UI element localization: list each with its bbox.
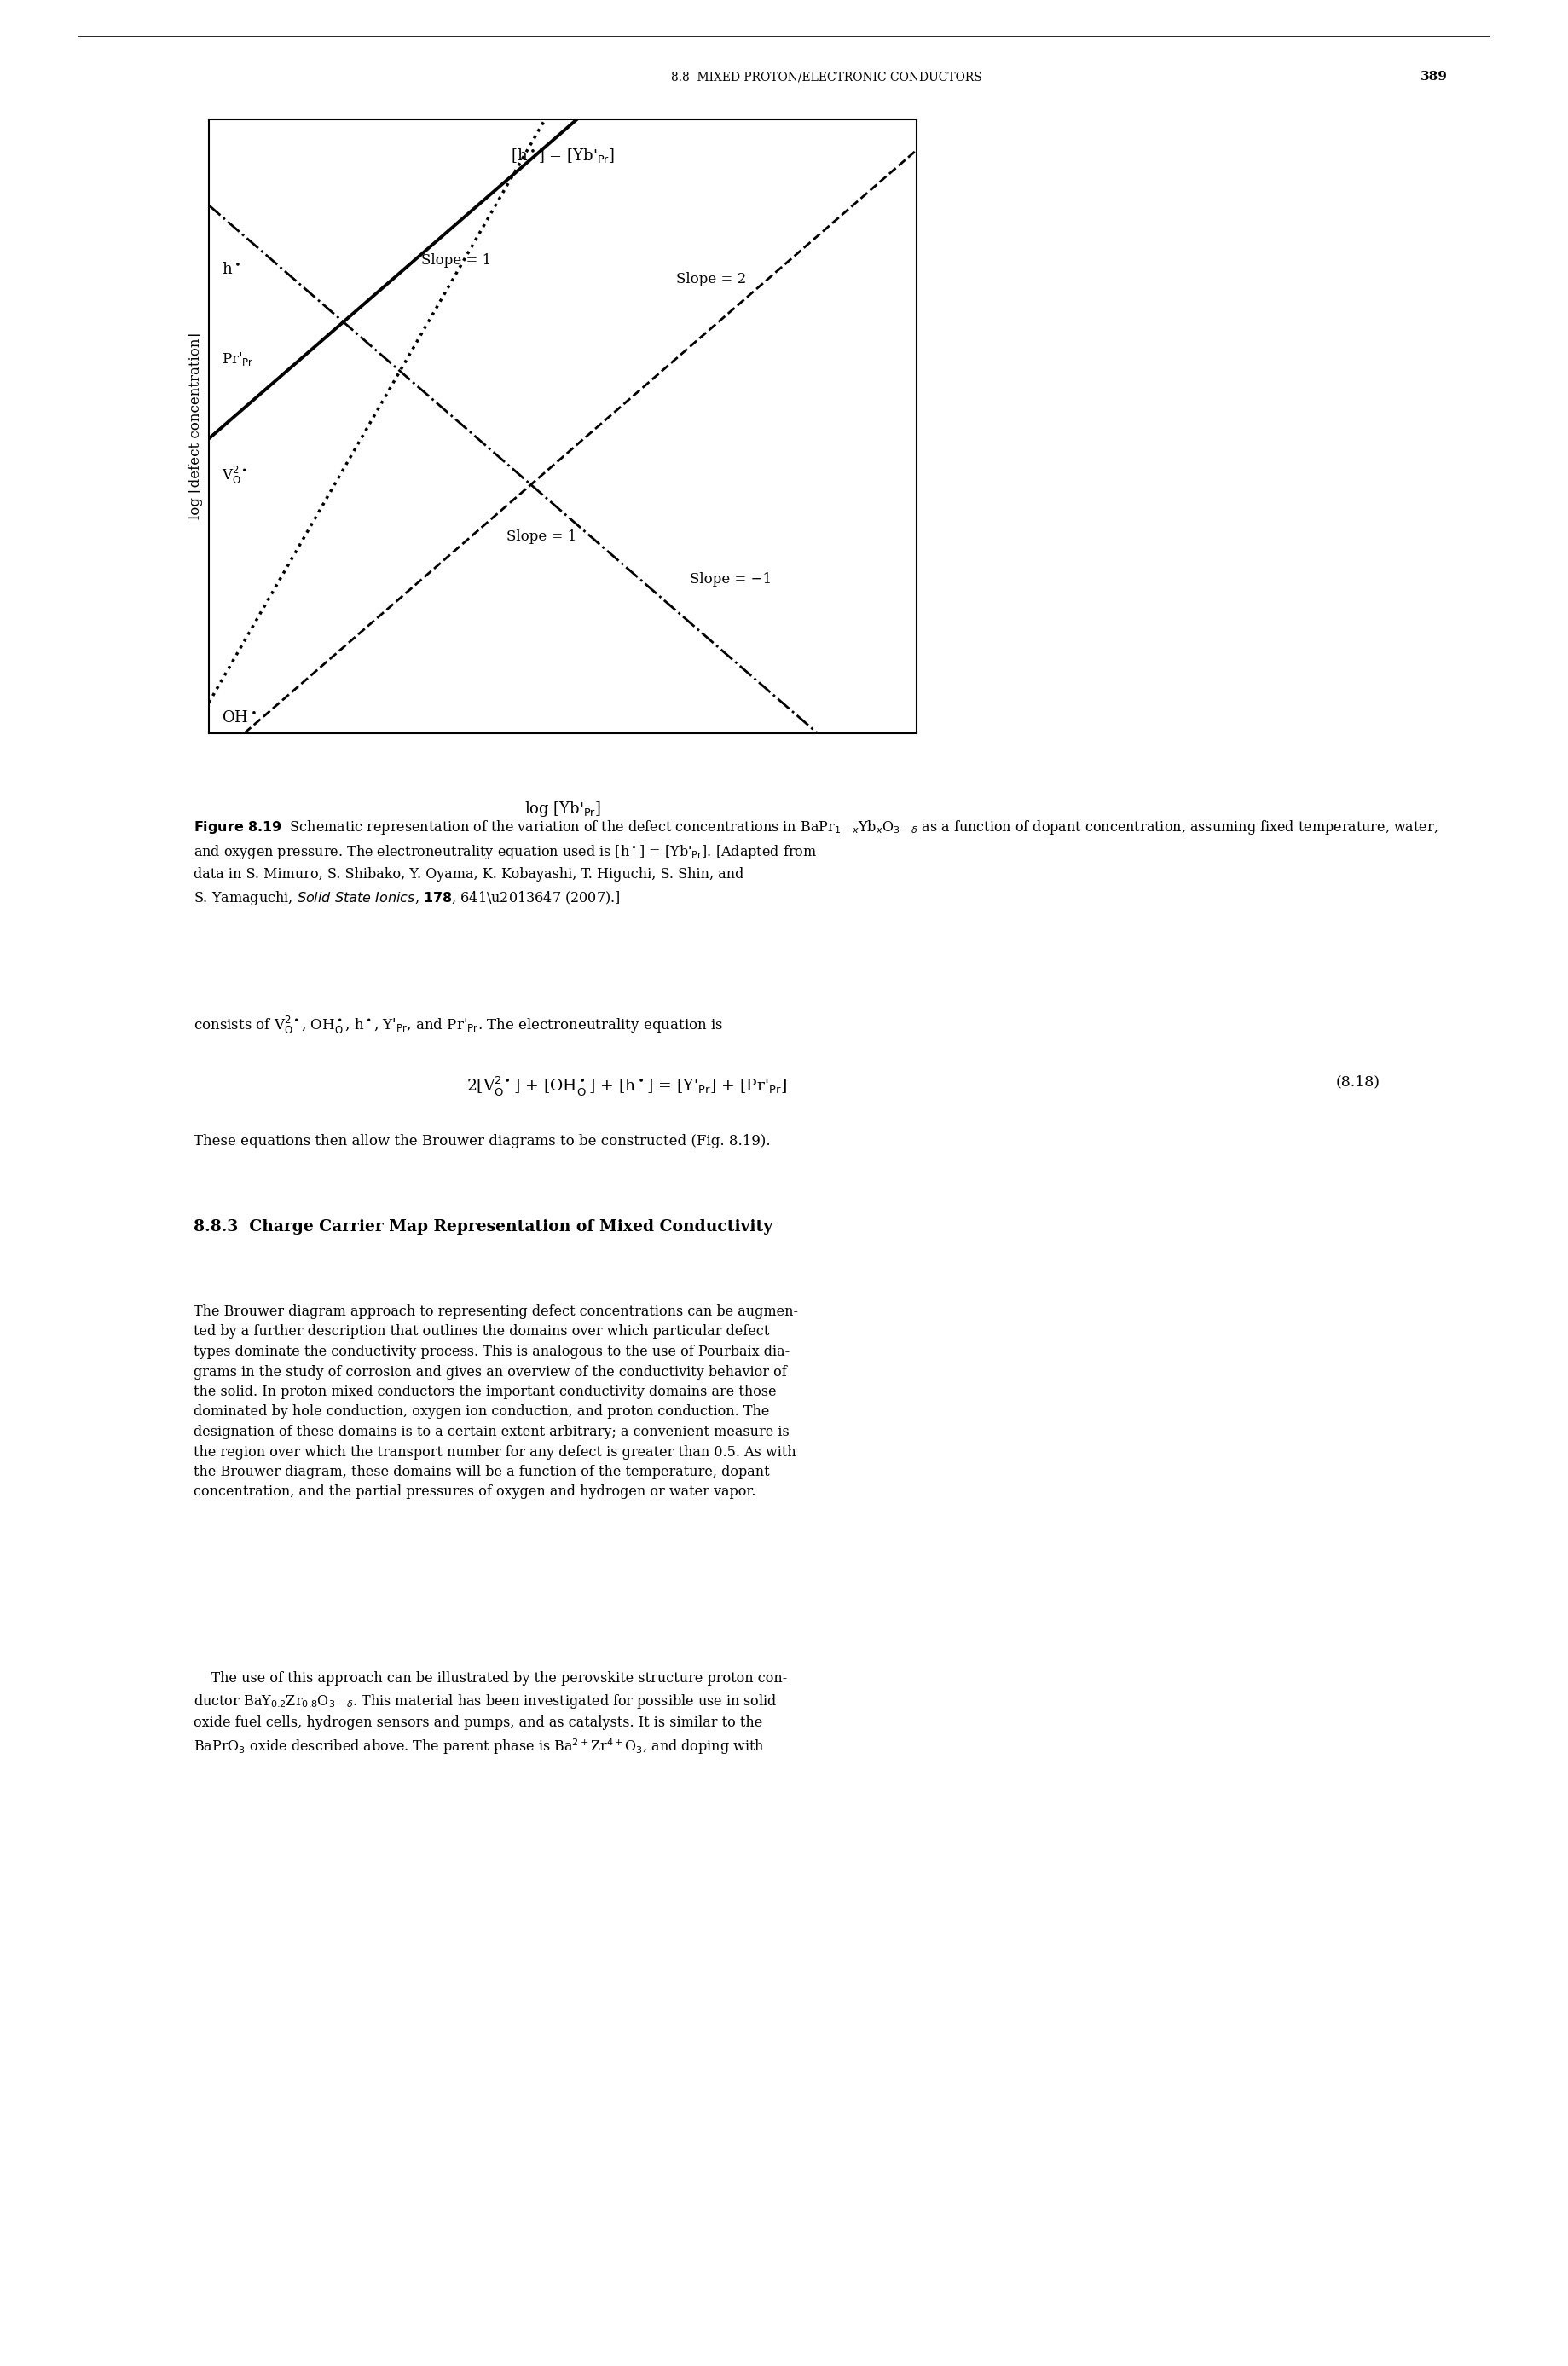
Text: 8.8  MIXED PROTON/ELECTRONIC CONDUCTORS: 8.8 MIXED PROTON/ELECTRONIC CONDUCTORS	[671, 71, 982, 83]
Y-axis label: log [defect concentration]: log [defect concentration]	[188, 334, 202, 521]
Text: Pr$'_{\rm Pr}$: Pr$'_{\rm Pr}$	[221, 350, 254, 367]
Text: Slope = 2: Slope = 2	[676, 272, 746, 286]
Text: The Brouwer diagram approach to representing defect concentrations can be augmen: The Brouwer diagram approach to represen…	[193, 1304, 798, 1500]
Text: Slope = −1: Slope = −1	[690, 573, 771, 587]
Text: 2[V$_{\rm O}^{2\bullet}$] + [OH$_{\rm O}^\bullet$] + [h$^\bullet$] = [Y$'_{\rm P: 2[V$_{\rm O}^{2\bullet}$] + [OH$_{\rm O}…	[467, 1074, 787, 1098]
Text: The use of this approach can be illustrated by the perovskite structure proton c: The use of this approach can be illustra…	[193, 1670, 787, 1756]
Text: V$_{\rm O}^{2\bullet}$: V$_{\rm O}^{2\bullet}$	[221, 464, 246, 485]
Text: consists of V$_{\rm O}^{2\bullet}$, OH$_{\rm O}^\bullet$, h$^\bullet$, Y$'_{\rm : consists of V$_{\rm O}^{2\bullet}$, OH$_…	[193, 1015, 723, 1036]
Text: OH$^\bullet$: OH$^\bullet$	[221, 710, 257, 726]
Text: 8.8.3  Charge Carrier Map Representation of Mixed Conductivity: 8.8.3 Charge Carrier Map Representation …	[193, 1218, 773, 1235]
Text: h$^\bullet$: h$^\bullet$	[221, 263, 240, 277]
Text: Slope = 1: Slope = 1	[506, 530, 577, 544]
Text: (8.18): (8.18)	[1336, 1074, 1380, 1088]
Text: 389: 389	[1421, 71, 1447, 83]
Text: These equations then allow the Brouwer diagrams to be constructed (Fig. 8.19).: These equations then allow the Brouwer d…	[193, 1133, 770, 1148]
Text: $\mathbf{Figure\ 8.19}$  Schematic representation of the variation of the defect: $\mathbf{Figure\ 8.19}$ Schematic repres…	[193, 819, 1438, 906]
Text: Slope = 1: Slope = 1	[422, 253, 491, 267]
Text: log [Yb$'_{\rm Pr}$]: log [Yb$'_{\rm Pr}$]	[524, 800, 601, 819]
Text: [h$^\bullet$] = [Yb$'_{\rm Pr}$]: [h$^\bullet$] = [Yb$'_{\rm Pr}$]	[511, 147, 615, 166]
